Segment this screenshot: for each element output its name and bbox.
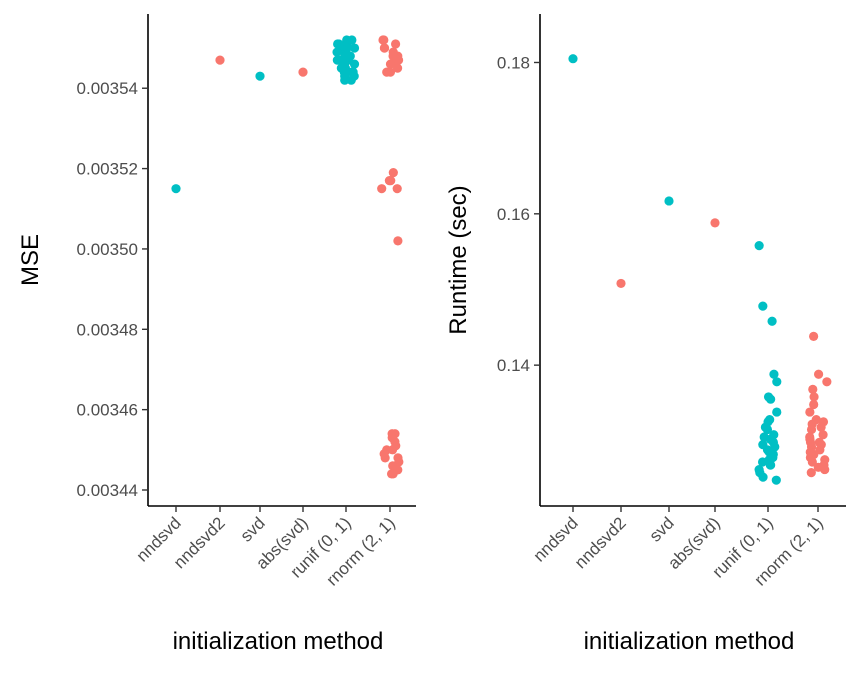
data-point bbox=[336, 55, 346, 65]
x-tick-label: svd bbox=[646, 513, 678, 545]
data-point bbox=[805, 437, 816, 447]
data-point bbox=[393, 236, 403, 246]
y-tick-label: 0.00346 bbox=[77, 401, 138, 420]
data-point bbox=[816, 440, 826, 450]
data-point bbox=[339, 67, 349, 77]
x-tick-label: svd bbox=[237, 513, 269, 545]
data-point bbox=[809, 331, 819, 341]
data-point bbox=[772, 407, 782, 417]
data-point bbox=[342, 43, 352, 53]
data-point bbox=[771, 475, 781, 485]
y-tick-label: 0.00354 bbox=[77, 79, 138, 98]
data-point bbox=[385, 59, 396, 69]
data-point bbox=[822, 377, 832, 387]
y-axis-title: MSE bbox=[17, 234, 44, 286]
data-point bbox=[332, 47, 342, 57]
y-tick-label: 0.18 bbox=[497, 53, 530, 72]
data-point bbox=[772, 377, 782, 387]
mse-panel: 0.00344 0.00346 0.00348 0.00350 0.00352 0.003… bbox=[17, 14, 416, 655]
data-point bbox=[616, 278, 626, 289]
data-point bbox=[758, 440, 768, 450]
data-point bbox=[255, 71, 265, 81]
data-point bbox=[298, 67, 308, 77]
data-point bbox=[767, 316, 777, 326]
y-tick-label: 0.14 bbox=[497, 356, 530, 375]
data-point bbox=[808, 384, 818, 394]
data-point bbox=[807, 457, 817, 467]
data-point bbox=[809, 392, 819, 402]
data-point bbox=[349, 43, 360, 53]
data-point bbox=[710, 218, 720, 228]
y-tick-label: 0.00352 bbox=[77, 160, 138, 179]
x-tick-label: nndsvd2 bbox=[571, 513, 630, 572]
data-point bbox=[388, 469, 398, 479]
data-point bbox=[392, 184, 402, 194]
data-point bbox=[384, 176, 394, 186]
x-axis-title: initialization method bbox=[584, 628, 795, 655]
data-point bbox=[754, 240, 764, 251]
data-point bbox=[380, 453, 390, 463]
data-point bbox=[813, 369, 824, 379]
data-point bbox=[759, 432, 769, 442]
data-point bbox=[818, 430, 828, 440]
data-point bbox=[809, 399, 819, 410]
data-point bbox=[349, 59, 360, 69]
data-point bbox=[379, 43, 389, 53]
x-axis-title: initialization method bbox=[173, 628, 384, 655]
data-point bbox=[769, 369, 779, 379]
data-point bbox=[340, 75, 350, 85]
data-point bbox=[758, 472, 768, 482]
y-tick-label: 0.00348 bbox=[77, 320, 138, 339]
data-point bbox=[346, 75, 356, 85]
data-point bbox=[806, 467, 816, 478]
data-point bbox=[390, 39, 401, 49]
y-tick-label: 0.00350 bbox=[77, 240, 138, 259]
data-point bbox=[757, 457, 768, 467]
data-point bbox=[664, 196, 674, 206]
data-point bbox=[387, 445, 398, 455]
data-point bbox=[568, 54, 578, 64]
data-point bbox=[766, 460, 776, 470]
y-tick-label: 0.00344 bbox=[77, 481, 138, 500]
data-point bbox=[377, 184, 387, 194]
data-point bbox=[171, 184, 181, 194]
data-point bbox=[382, 67, 392, 77]
data-point bbox=[818, 462, 828, 472]
y-axis-title: Runtime (sec) bbox=[445, 185, 472, 334]
data-point bbox=[766, 394, 776, 404]
data-point bbox=[392, 63, 403, 73]
data-point bbox=[805, 447, 815, 457]
data-point bbox=[816, 422, 826, 432]
data-point bbox=[215, 55, 225, 65]
data-point bbox=[758, 301, 768, 311]
data-point bbox=[762, 424, 773, 435]
data-point bbox=[820, 455, 830, 465]
data-point bbox=[805, 407, 815, 417]
data-point bbox=[764, 447, 774, 457]
data-point bbox=[378, 35, 388, 45]
y-tick-label: 0.16 bbox=[497, 205, 530, 224]
data-point bbox=[388, 168, 398, 178]
data-point bbox=[806, 424, 817, 435]
